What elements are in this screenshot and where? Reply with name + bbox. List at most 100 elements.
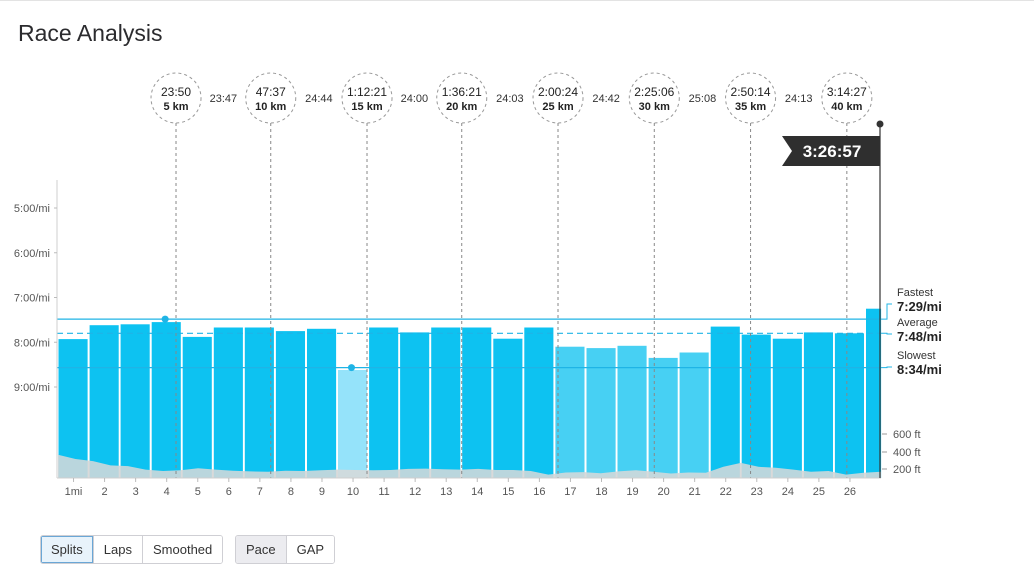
elevation-tick-label: 400 ft <box>893 447 921 459</box>
pace-bar <box>524 327 554 478</box>
pace-bar <box>555 346 585 478</box>
split-distance: 15 km <box>351 101 382 113</box>
split-distance: 30 km <box>639 101 670 113</box>
reference-connector <box>881 366 892 369</box>
split-time: 2:50:14 <box>731 85 771 99</box>
split-circle <box>725 72 777 124</box>
x-tick-label: 22 <box>720 486 732 498</box>
split-distance: 5 km <box>163 101 188 113</box>
x-tick-label: 4 <box>164 486 170 498</box>
split-time: 3:14:27 <box>827 85 867 99</box>
segment-time: 25:08 <box>689 93 717 105</box>
page-title: Race Analysis <box>18 20 163 46</box>
x-tick-label: 19 <box>626 486 638 498</box>
x-tick-label: 20 <box>657 486 669 498</box>
view-toggle-group: Splits Laps Smoothed <box>40 535 224 564</box>
finish-pole-cap <box>876 120 884 128</box>
laps-button[interactable]: Laps <box>92 536 142 563</box>
pace-bar <box>120 324 150 478</box>
pace-bar <box>431 327 461 478</box>
split-markers-layer: 23:50 5 km 47:37 10 km 1:12:21 15 km 1:36:21 20… <box>150 72 873 478</box>
pace-bar <box>462 327 492 478</box>
segment-time: 24:42 <box>592 93 620 105</box>
segment-time: 23:47 <box>210 93 238 105</box>
reference-connector <box>881 303 892 320</box>
split-time: 2:00:24 <box>538 85 578 99</box>
x-tick-label: 13 <box>440 486 452 498</box>
y-tick-label: 8:00/mi <box>14 337 50 349</box>
pace-bar <box>834 333 864 478</box>
reference-value: 7:48/mi <box>897 329 942 344</box>
elevation-tick-label: 600 ft <box>893 429 921 441</box>
y-tick-label: 7:00/mi <box>14 293 50 305</box>
bars-layer <box>58 308 882 478</box>
segment-time: 24:00 <box>401 93 429 105</box>
split-time: 1:12:21 <box>347 85 387 99</box>
pace-bar <box>617 345 647 478</box>
split-distance: 10 km <box>255 101 286 113</box>
reference-label: Average <box>897 317 938 329</box>
x-tick-label: 10 <box>347 486 359 498</box>
reference-label: Fastest <box>897 287 933 299</box>
x-tick-label: 21 <box>689 486 701 498</box>
pace-bar <box>493 338 523 478</box>
pace-bar <box>244 327 274 478</box>
splits-button[interactable]: Splits <box>41 536 93 563</box>
x-tick-label: 18 <box>595 486 607 498</box>
x-tick-label: 5 <box>195 486 201 498</box>
axes-layer: 5:00/mi 6:00/mi 7:00/mi 8:00/mi 9:00/mi 600 f… <box>14 180 921 498</box>
pace-bar <box>741 334 771 478</box>
x-tick-label: 7 <box>257 486 263 498</box>
split-circle <box>245 72 297 124</box>
y-tick-label: 9:00/mi <box>14 382 50 394</box>
split-distance: 35 km <box>735 101 766 113</box>
y-tick-label: 6:00/mi <box>14 248 50 260</box>
x-tick-label: 15 <box>502 486 514 498</box>
x-tick-label: 25 <box>813 486 825 498</box>
segment-time: 24:03 <box>496 93 524 105</box>
pace-bar <box>679 352 709 478</box>
pace-bar <box>213 327 243 478</box>
pace-bar <box>369 327 399 478</box>
pace-bar <box>307 328 337 478</box>
pace-bar <box>275 331 305 478</box>
x-tick-label: 17 <box>564 486 576 498</box>
split-circle <box>436 72 488 124</box>
split-circle <box>150 72 202 124</box>
split-circle <box>532 72 584 124</box>
fastest-marker <box>161 315 169 323</box>
split-circle <box>341 72 393 124</box>
reference-value: 7:29/mi <box>897 299 942 314</box>
x-tick-label: 3 <box>133 486 139 498</box>
segment-time: 24:44 <box>305 93 333 105</box>
elevation-overlay <box>58 454 881 478</box>
pace-bar <box>866 308 882 478</box>
pace-bar <box>58 339 88 478</box>
x-tick-label: 6 <box>226 486 232 498</box>
segment-time: 24:13 <box>785 93 813 105</box>
split-time: 23:50 <box>161 85 191 99</box>
x-tick-label: 23 <box>751 486 763 498</box>
split-distance: 20 km <box>446 101 477 113</box>
pace-bar <box>338 370 368 478</box>
pace-bar <box>803 332 833 478</box>
split-circle <box>821 72 873 124</box>
x-tick-label: 2 <box>102 486 108 498</box>
x-tick-label: 26 <box>844 486 856 498</box>
smoothed-button[interactable]: Smoothed <box>142 536 223 563</box>
pace-bar <box>89 325 119 478</box>
reference-value: 8:34/mi <box>897 362 942 377</box>
gap-button[interactable]: GAP <box>285 536 335 563</box>
slowest-marker <box>347 364 355 372</box>
pace-bar <box>710 326 740 478</box>
split-distance: 25 km <box>542 101 573 113</box>
pace-bar <box>648 357 678 478</box>
finish-time: 3:26:57 <box>803 142 862 161</box>
pace-button[interactable]: Pace <box>236 536 286 563</box>
pace-bar <box>400 332 430 478</box>
pace-bar <box>586 348 616 478</box>
split-distance: 40 km <box>831 101 862 113</box>
x-tick-label: 11 <box>378 486 389 498</box>
x-tick-label: 14 <box>471 486 483 498</box>
